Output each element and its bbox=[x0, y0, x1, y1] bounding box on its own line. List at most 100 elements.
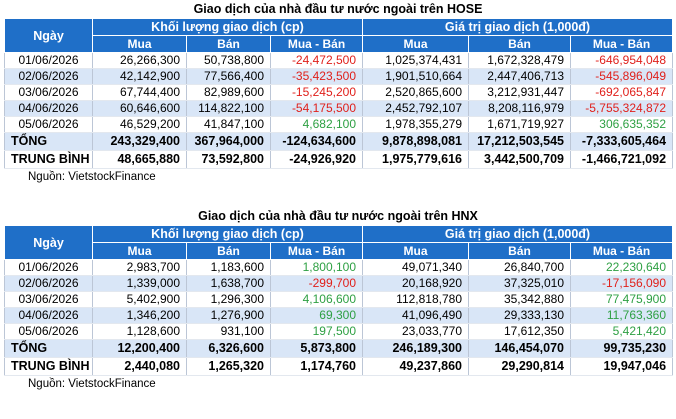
header-value-net: Mua - Bán bbox=[569, 242, 674, 260]
value-cell: -692,065,847 bbox=[570, 84, 674, 101]
value-cell: 73,592,800 bbox=[186, 150, 271, 169]
value-cell: -54,175,500 bbox=[270, 100, 363, 117]
value-cell: 60,646,600 bbox=[92, 100, 187, 117]
value-cell: 77,566,400 bbox=[186, 68, 271, 85]
hose-title: Giao dịch của nhà đầu tư nước ngoài trên… bbox=[193, 2, 483, 16]
row-label-cell: 03/06/2026 bbox=[4, 84, 93, 101]
value-cell: 246,189,300 bbox=[362, 339, 469, 358]
hnx-section: Giao dịch của nhà đầu tư nước ngoài trên… bbox=[0, 207, 676, 392]
total-row: TỔNG 243,329,400 367,964,000 -124,634,600 9,… bbox=[4, 132, 674, 151]
value-cell: 41,847,100 bbox=[186, 116, 271, 133]
value-cell: 17,212,503,545 bbox=[468, 132, 571, 151]
value-cell: 306,635,352 bbox=[570, 116, 674, 133]
header-volume-net: Mua - Bán bbox=[270, 35, 363, 53]
header-volume-net: Mua - Bán bbox=[270, 242, 363, 260]
table-row: 03/06/2026 5,402,900 1,296,300 4,106,600 112… bbox=[4, 291, 674, 308]
value-cell: 3,212,931,447 bbox=[468, 84, 571, 101]
header-value-mua: Mua bbox=[362, 35, 469, 53]
value-cell: 49,071,340 bbox=[362, 259, 469, 276]
header-value-ban: Bán bbox=[468, 242, 571, 260]
value-cell: 1,901,510,664 bbox=[362, 68, 469, 85]
row-label-cell: TỔNG bbox=[4, 339, 93, 358]
row-label-cell: 04/06/2026 bbox=[4, 100, 93, 117]
row-label-cell: 05/06/2026 bbox=[4, 323, 93, 340]
value-cell: 1,672,328,479 bbox=[468, 52, 571, 69]
value-cell: -17,156,090 bbox=[570, 275, 674, 292]
row-label-cell: TỔNG bbox=[4, 132, 93, 151]
value-cell: 1,265,320 bbox=[186, 357, 271, 376]
header-volume-mua: Mua bbox=[92, 242, 187, 260]
value-cell: 46,529,200 bbox=[92, 116, 187, 133]
value-cell: 11,763,360 bbox=[570, 307, 674, 324]
value-cell: 2,440,080 bbox=[92, 357, 187, 376]
row-label-cell: 03/06/2026 bbox=[4, 291, 93, 308]
table-row: 05/06/2026 46,529,200 41,847,100 4,682,100 1… bbox=[4, 116, 674, 133]
value-cell: 146,454,070 bbox=[468, 339, 571, 358]
value-cell: 12,200,400 bbox=[92, 339, 187, 358]
value-cell: 29,290,814 bbox=[468, 357, 571, 376]
header-volume-ban: Bán bbox=[186, 35, 271, 53]
table-row: 05/06/2026 1,128,600 931,100 197,500 23,033,… bbox=[4, 323, 674, 340]
value-cell: 19,947,046 bbox=[570, 357, 674, 376]
hnx-table: Ngày Khối lượng giao dịch (cp) Giá trị g… bbox=[4, 225, 674, 376]
hose-section: Giao dịch của nhà đầu tư nước ngoài trên… bbox=[0, 0, 676, 185]
value-cell: 5,402,900 bbox=[92, 291, 187, 308]
table-row: 04/06/2026 1,346,200 1,276,900 69,300 41,096… bbox=[4, 307, 674, 324]
table-row: 04/06/2026 60,646,600 114,822,100 -54,175,5… bbox=[4, 100, 674, 117]
hose-source: Nguồn: VietstockFinance bbox=[28, 171, 156, 183]
header-value-ban: Bán bbox=[468, 35, 571, 53]
value-cell: 26,840,700 bbox=[468, 259, 571, 276]
row-label-cell: TRUNG BÌNH bbox=[4, 357, 93, 376]
table-row: 02/06/2026 42,142,900 77,566,400 -35,423,50… bbox=[4, 68, 674, 85]
row-label-cell: 02/06/2026 bbox=[4, 275, 93, 292]
value-cell: -646,954,048 bbox=[570, 52, 674, 69]
value-cell: 4,682,100 bbox=[270, 116, 363, 133]
value-cell: 42,142,900 bbox=[92, 68, 187, 85]
table-row: 01/06/2026 2,983,700 1,183,600 1,800,100 49,… bbox=[4, 259, 674, 276]
value-cell: 41,096,490 bbox=[362, 307, 469, 324]
value-cell: -5,755,324,872 bbox=[570, 100, 674, 117]
value-cell: 931,100 bbox=[186, 323, 271, 340]
table-row: 03/06/2026 67,744,400 82,989,600 -15,245,20… bbox=[4, 84, 674, 101]
header-value-mua: Mua bbox=[362, 242, 469, 260]
value-cell: 49,237,860 bbox=[362, 357, 469, 376]
value-cell: -124,634,600 bbox=[270, 132, 363, 151]
hose-table-body: 01/06/2026 26,266,300 50,738,800 -24,472,50… bbox=[4, 52, 674, 169]
value-cell: 67,744,400 bbox=[92, 84, 187, 101]
value-cell: 1,174,760 bbox=[270, 357, 363, 376]
row-label-cell: 01/06/2026 bbox=[4, 52, 93, 69]
value-cell: 1,025,374,431 bbox=[362, 52, 469, 69]
value-cell: 1,671,719,927 bbox=[468, 116, 571, 133]
header-volume-group: Khối lượng giao dịch (cp) bbox=[92, 225, 363, 243]
hnx-title: Giao dịch của nhà đầu tư nước ngoài trên… bbox=[198, 209, 478, 223]
header-ngay: Ngày bbox=[4, 18, 93, 53]
value-cell: 2,520,865,600 bbox=[362, 84, 469, 101]
row-label-cell: 04/06/2026 bbox=[4, 307, 93, 324]
value-cell: 29,333,130 bbox=[468, 307, 571, 324]
value-cell: -24,472,500 bbox=[270, 52, 363, 69]
value-cell: 1,800,100 bbox=[270, 259, 363, 276]
value-cell: 20,168,920 bbox=[362, 275, 469, 292]
header-value-net: Mua - Bán bbox=[569, 35, 674, 53]
value-cell: 2,447,406,713 bbox=[468, 68, 571, 85]
value-cell: 6,326,600 bbox=[186, 339, 271, 358]
hnx-table-body: 01/06/2026 2,983,700 1,183,600 1,800,100 49,… bbox=[4, 259, 674, 376]
row-label-cell: 05/06/2026 bbox=[4, 116, 93, 133]
value-cell: 77,475,900 bbox=[570, 291, 674, 308]
value-cell: -1,466,721,092 bbox=[570, 150, 674, 169]
hnx-source: Nguồn: VietstockFinance bbox=[28, 378, 156, 390]
hose-table: Ngày Khối lượng giao dịch (cp) Giá trị g… bbox=[4, 18, 674, 169]
row-label-cell: 01/06/2026 bbox=[4, 259, 93, 276]
value-cell: -545,896,049 bbox=[570, 68, 674, 85]
value-cell: 1,975,779,616 bbox=[362, 150, 469, 169]
value-cell: 114,822,100 bbox=[186, 100, 271, 117]
value-cell: 2,452,792,107 bbox=[362, 100, 469, 117]
value-cell: 17,612,350 bbox=[468, 323, 571, 340]
value-cell: 1,128,600 bbox=[92, 323, 187, 340]
header-value-group: Giá trị giao dịch (1,000đ) bbox=[361, 18, 674, 36]
value-cell: 1,978,355,279 bbox=[362, 116, 469, 133]
value-cell: 367,964,000 bbox=[186, 132, 271, 151]
row-label-cell: TRUNG BÌNH bbox=[4, 150, 93, 169]
header-ngay: Ngày bbox=[4, 225, 93, 260]
average-row: TRUNG BÌNH 48,665,880 73,592,800 -24,926,92… bbox=[4, 150, 674, 169]
